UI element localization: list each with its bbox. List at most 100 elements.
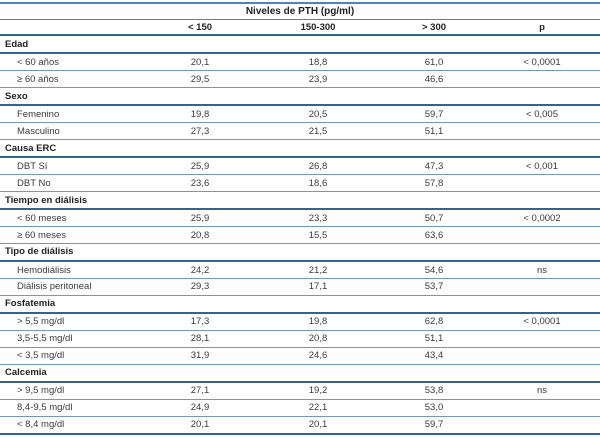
table-row: 8,4-9,5 mg/dl 24,9 22,1 53,0 xyxy=(0,399,600,417)
row-label: < 60 años xyxy=(0,53,148,72)
group-row: Sexo xyxy=(0,87,600,107)
row-label: < 3,5 mg/dl xyxy=(0,347,148,365)
row-label: Diálisis peritoneal xyxy=(0,278,148,296)
value-cell: 43,4 xyxy=(384,347,484,365)
table-title-row: Niveles de PTH (pg/ml) xyxy=(0,3,600,20)
value-cell: 53,8 xyxy=(384,381,484,400)
p-value: < 0,0001 xyxy=(484,312,600,331)
table-row: DBT No 23,6 18,6 57,8 xyxy=(0,174,600,193)
p-value: < 0,005 xyxy=(484,105,600,124)
value-cell: 20,5 xyxy=(252,105,384,124)
value-cell: 23,9 xyxy=(252,70,384,89)
p-value xyxy=(484,399,600,417)
column-header-blank xyxy=(0,19,148,36)
value-cell: 24,2 xyxy=(148,261,252,280)
row-label: Femenino xyxy=(0,105,148,124)
group-row: Fosfatemia xyxy=(0,295,600,314)
table-row: Diálisis peritoneal 29,3 17,1 53,7 xyxy=(0,278,600,296)
value-cell: 15,5 xyxy=(252,226,384,244)
value-cell: 46,6 xyxy=(384,70,484,89)
row-label: < 60 meses xyxy=(0,209,148,228)
value-cell: 25,9 xyxy=(148,209,252,228)
row-label: > 9,5 mg/dl xyxy=(0,381,148,400)
row-label: 3,5-5,5 mg/dl xyxy=(0,330,148,348)
value-cell: 23,6 xyxy=(148,174,252,193)
p-value: ns xyxy=(484,261,600,280)
row-label: DBT No xyxy=(0,174,148,193)
p-value xyxy=(484,174,600,193)
row-label: ≥ 60 años xyxy=(0,70,148,89)
p-value xyxy=(484,278,600,296)
value-cell: 21,2 xyxy=(252,261,384,280)
value-cell: 53,7 xyxy=(384,278,484,296)
table-row: > 9,5 mg/dl 27,1 19,2 53,8 ns xyxy=(0,381,600,400)
table-row: < 60 años 20,1 18,8 61,0 < 0,0001 xyxy=(0,53,600,72)
value-cell: 51,1 xyxy=(384,122,484,141)
table-row: DBT Sí 25,9 26,8 47,3 < 0,001 xyxy=(0,157,600,176)
table-row: < 3,5 mg/dl 31,9 24,6 43,4 xyxy=(0,347,600,365)
group-label: Calcemia xyxy=(0,364,600,383)
group-row: Tipo de diálisis xyxy=(0,243,600,262)
table-row: Masculino 27,3 21,5 51,1 xyxy=(0,122,600,141)
group-row: Tiempo en diálisis xyxy=(0,191,600,211)
value-cell: 31,9 xyxy=(148,347,252,365)
group-label: Fosfatemia xyxy=(0,295,600,314)
table-row: ≥ 60 años 29,5 23,9 46,6 xyxy=(0,70,600,89)
value-cell: 17,3 xyxy=(148,312,252,331)
row-label: < 8,4 mg/dl xyxy=(0,416,148,435)
value-cell: 20,1 xyxy=(252,416,384,435)
row-label: > 5,5 mg/dl xyxy=(0,312,148,331)
column-header-gt300: > 300 xyxy=(384,19,484,36)
value-cell: 59,7 xyxy=(384,105,484,124)
value-cell: 20,8 xyxy=(148,226,252,244)
value-cell: 20,1 xyxy=(148,416,252,435)
value-cell: 25,9 xyxy=(148,157,252,176)
group-label: Sexo xyxy=(0,87,600,107)
value-cell: 62,8 xyxy=(384,312,484,331)
value-cell: 24,6 xyxy=(252,347,384,365)
value-cell: 28,1 xyxy=(148,330,252,348)
value-cell: 19,2 xyxy=(252,381,384,400)
table-row: < 8,4 mg/dl 20,1 20,1 59,7 xyxy=(0,416,600,435)
value-cell: 51,1 xyxy=(384,330,484,348)
group-row: Edad xyxy=(0,35,600,55)
value-cell: 27,3 xyxy=(148,122,252,141)
value-cell: 57,8 xyxy=(384,174,484,193)
column-header-row: < 150 150-300 > 300 p xyxy=(0,19,600,36)
value-cell: 29,5 xyxy=(148,70,252,89)
p-value xyxy=(484,122,600,141)
value-cell: 50,7 xyxy=(384,209,484,228)
value-cell: 22,1 xyxy=(252,399,384,417)
p-value: < 0,0001 xyxy=(484,53,600,72)
column-header-150-300: 150-300 xyxy=(252,19,384,36)
p-value xyxy=(484,347,600,365)
table-title: Niveles de PTH (pg/ml) xyxy=(0,3,600,20)
value-cell: 29,3 xyxy=(148,278,252,296)
value-cell: 54,6 xyxy=(384,261,484,280)
table-row: 3,5-5,5 mg/dl 28,1 20,8 51,1 xyxy=(0,330,600,348)
row-label: Masculino xyxy=(0,122,148,141)
value-cell: 59,7 xyxy=(384,416,484,435)
p-value: < 0,0002 xyxy=(484,209,600,228)
value-cell: 47,3 xyxy=(384,157,484,176)
value-cell: 20,1 xyxy=(148,53,252,72)
value-cell: 20,8 xyxy=(252,330,384,348)
value-cell: 19,8 xyxy=(252,312,384,331)
value-cell: 18,6 xyxy=(252,174,384,193)
value-cell: 61,0 xyxy=(384,53,484,72)
value-cell: 19,8 xyxy=(148,105,252,124)
table-row: > 5,5 mg/dl 17,3 19,8 62,8 < 0,0001 xyxy=(0,312,600,331)
value-cell: 63,6 xyxy=(384,226,484,244)
value-cell: 18,8 xyxy=(252,53,384,72)
column-header-lt150: < 150 xyxy=(148,19,252,36)
value-cell: 23,3 xyxy=(252,209,384,228)
p-value xyxy=(484,330,600,348)
value-cell: 21,5 xyxy=(252,122,384,141)
table-row: < 60 meses 25,9 23,3 50,7 < 0,0002 xyxy=(0,209,600,228)
table-row: ≥ 60 meses 20,8 15,5 63,6 xyxy=(0,226,600,244)
table-row: Hemodiálisis 24,2 21,2 54,6 ns xyxy=(0,261,600,280)
p-value: < 0,001 xyxy=(484,157,600,176)
table-row: Femenino 19,8 20,5 59,7 < 0,005 xyxy=(0,105,600,124)
